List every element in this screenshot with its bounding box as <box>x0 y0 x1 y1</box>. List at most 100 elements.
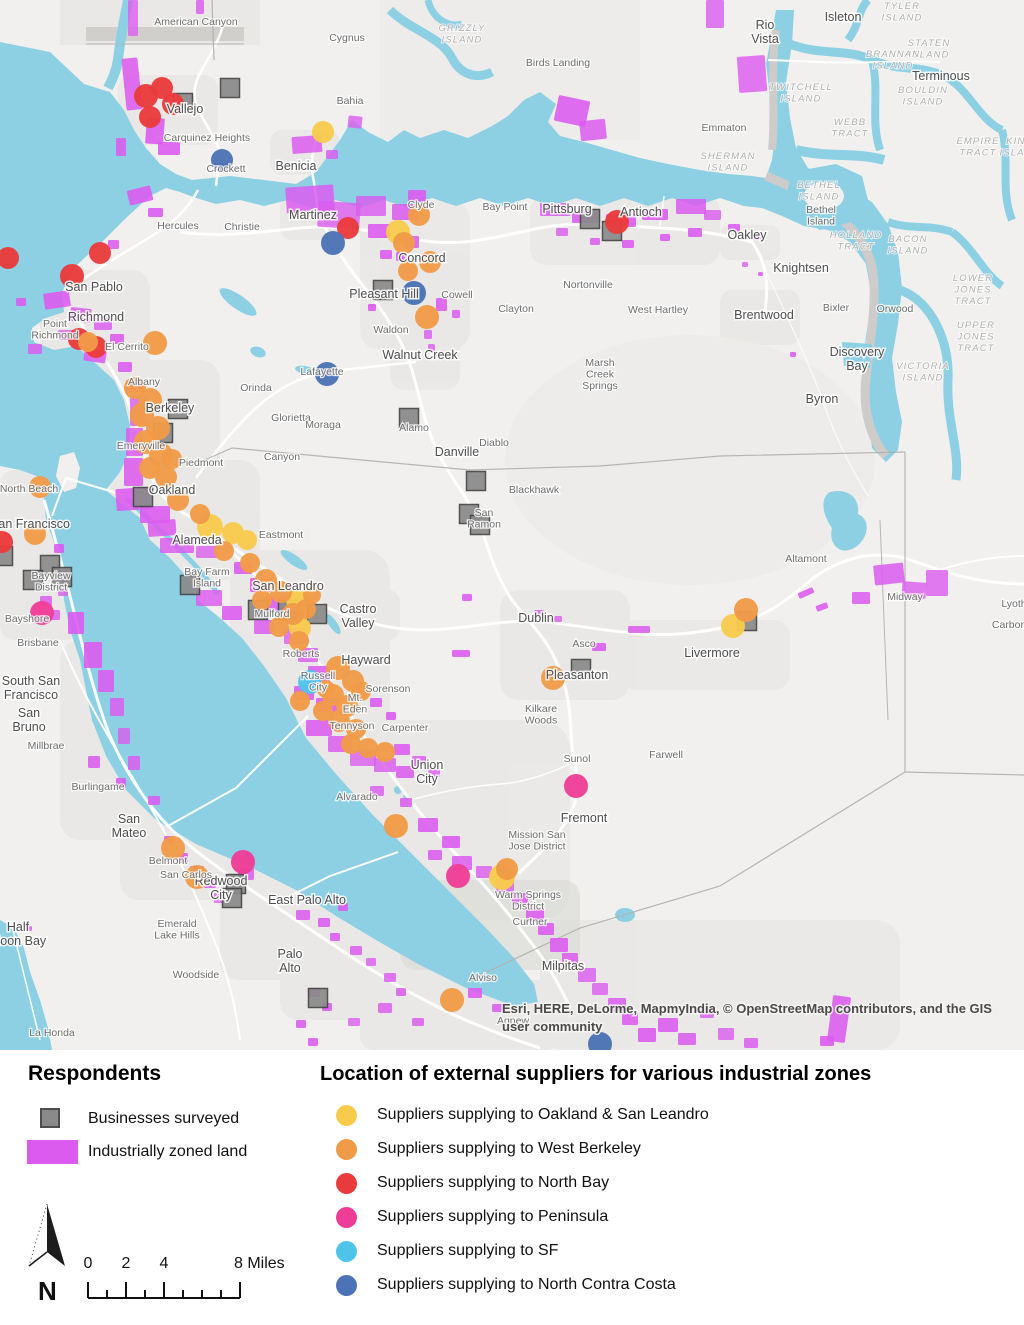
industrial-zone <box>790 352 796 357</box>
industrial-zone <box>688 228 702 237</box>
map-label: Albany <box>128 376 161 388</box>
supplier-dot <box>317 680 335 698</box>
supplier-dot <box>398 261 418 281</box>
legend-row: Suppliers supplying to Peninsula <box>336 1200 709 1234</box>
industrial-swatch-label: Industrially zoned land <box>88 1143 248 1160</box>
industrial-zone <box>291 135 323 154</box>
business-swatch-label: Businesses surveyed <box>88 1110 240 1127</box>
legend-row: Suppliers supplying to West Berkeley <box>336 1132 709 1166</box>
map-label: East Palo Alto <box>268 893 346 907</box>
cyan-dot-icon <box>336 1240 357 1262</box>
industrial-zone <box>356 196 386 216</box>
blue-dot-icon <box>336 1274 357 1296</box>
supplier-dot <box>541 666 565 690</box>
industrial-zone <box>68 612 84 634</box>
industrial-zone <box>492 1004 504 1012</box>
industrial-zone <box>84 642 102 668</box>
industrial-zone <box>658 1018 678 1032</box>
map-label: District <box>512 901 544 913</box>
map-label: Orinda <box>240 382 272 394</box>
map-label: Terminous <box>912 69 970 83</box>
map-label: Pleasant Hill <box>349 287 418 301</box>
map-label: Palo <box>277 947 302 961</box>
business-square <box>167 398 189 420</box>
supplier-dot <box>375 742 395 762</box>
supplier-dot <box>296 599 316 619</box>
industrial-zone <box>736 55 768 93</box>
map-label: Springs <box>582 380 618 392</box>
industrial-zone <box>296 910 310 920</box>
industrial-zone <box>556 228 568 236</box>
map-label: San <box>475 507 494 519</box>
map-label: Mulford <box>254 608 289 620</box>
map-label: BRANNAN <box>866 49 920 60</box>
scale-8-miles: 8 Miles <box>234 1255 285 1272</box>
map-label: LOWER <box>953 273 993 284</box>
map-label: Cygnus <box>329 32 365 44</box>
business-square <box>307 987 329 1009</box>
map-label: City <box>309 682 328 694</box>
map-label: South San <box>2 674 60 688</box>
industrial-zone <box>318 918 330 927</box>
industrial-zone <box>254 620 274 634</box>
map-label: Island <box>193 578 221 590</box>
map-label: Ramon <box>467 519 501 531</box>
map-label: San Leandro <box>252 579 324 593</box>
map-label: Crockett <box>206 163 245 175</box>
business-square <box>579 208 601 230</box>
map-label: Roberts <box>283 648 320 660</box>
industrial-zone <box>58 588 68 596</box>
industrial-zone <box>378 1003 392 1013</box>
business-square <box>219 77 241 99</box>
map-label: UPPER <box>957 320 995 331</box>
supplier-dot <box>341 734 361 754</box>
supplier-dot <box>269 617 289 637</box>
industrial-zone <box>196 0 204 14</box>
attribution-text: user community <box>502 1019 603 1034</box>
map-label: Concord <box>398 251 445 265</box>
map-label: ISLAND <box>781 94 822 105</box>
supplier-dot <box>328 710 350 732</box>
industrial-zone <box>579 118 607 142</box>
supplier-dot <box>313 701 333 721</box>
industrial-zone <box>26 926 32 931</box>
industrial-zone <box>370 698 382 707</box>
industrial-zone <box>396 252 407 261</box>
industrial-zone <box>128 756 140 770</box>
map-label: Bethel <box>806 204 836 216</box>
industrial-zone <box>424 330 432 339</box>
supplier-dot <box>440 988 464 1012</box>
scale-bar: 0 2 4 8 Miles <box>84 1255 285 1299</box>
map-label: ISLAND <box>799 192 840 203</box>
supplier-dot <box>721 614 745 638</box>
map-label: Altamont <box>785 553 827 565</box>
map-label: Piedmont <box>179 457 223 469</box>
industrial-zone <box>827 995 851 1043</box>
industrial-zone <box>452 310 460 318</box>
map-label: Milpitas <box>542 959 584 973</box>
supplier-dot <box>255 569 277 591</box>
map-label: Berkeley <box>146 401 195 415</box>
supplier-dot <box>211 149 233 171</box>
industrial-zone <box>394 744 410 755</box>
supplier-dot <box>252 590 272 610</box>
map-label: Warm Springs <box>495 889 561 901</box>
industrial-zone <box>128 0 138 36</box>
supplier-dot <box>24 523 46 545</box>
industrial-zone <box>222 606 242 620</box>
industrial-zone <box>28 344 42 354</box>
supplier-dot <box>237 530 257 550</box>
legend-row: Suppliers supplying to SF <box>336 1234 709 1268</box>
industrial-zone <box>550 938 568 952</box>
map-label: KING <box>1006 136 1024 147</box>
business-square <box>51 566 73 588</box>
map-label: Discovery <box>830 345 886 359</box>
industrial-zone <box>196 590 222 606</box>
map-label: North Beach <box>0 483 58 495</box>
suppliers-layer <box>0 77 758 1056</box>
map-label: Carquinez Heights <box>164 132 250 144</box>
map-label: District <box>35 582 67 594</box>
map-label: Midway <box>887 591 923 603</box>
supplier-dot <box>734 598 758 622</box>
map-label: Alamo <box>399 422 429 434</box>
